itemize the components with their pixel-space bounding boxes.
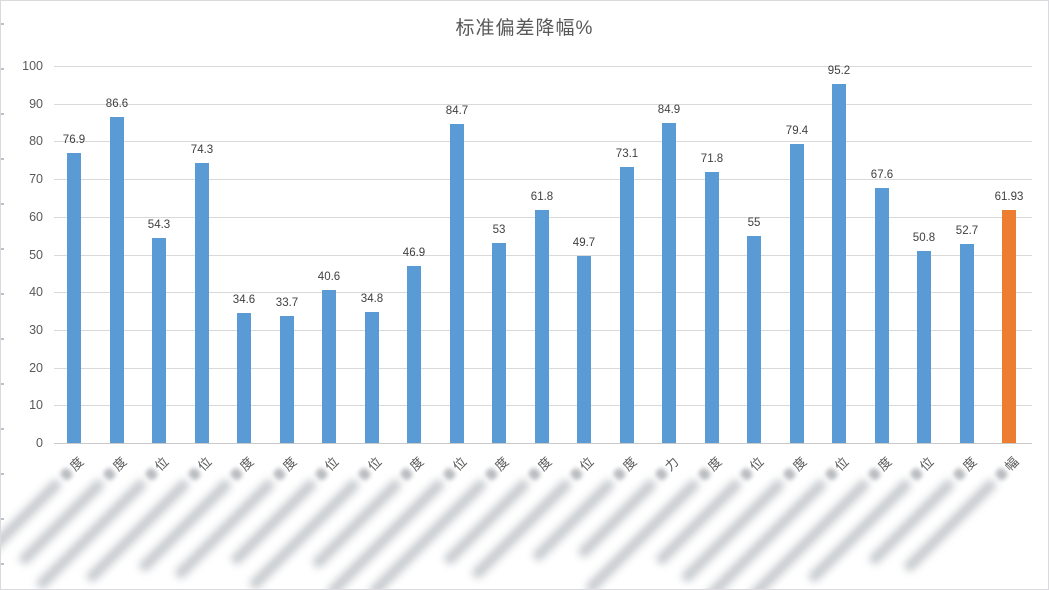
worksheet-row-tick	[1, 428, 4, 430]
bar[interactable]	[322, 290, 336, 443]
bar-value-label: 74.3	[190, 144, 214, 156]
bar-value-label: 71.8	[700, 153, 724, 165]
bar[interactable]	[195, 163, 209, 443]
bar-value-label: 86.6	[105, 98, 129, 110]
worksheet-row-tick	[1, 158, 4, 160]
y-axis-tick-label: 60	[29, 210, 43, 224]
worksheet-row-tick	[1, 293, 4, 295]
bar[interactable]	[705, 172, 719, 443]
bar[interactable]	[662, 123, 676, 443]
bar[interactable]	[67, 153, 81, 443]
worksheet-row-tick	[1, 203, 4, 205]
y-axis-tick-label: 30	[29, 323, 43, 337]
gridline	[54, 104, 1032, 105]
bar[interactable]	[790, 144, 804, 443]
worksheet-row-tick	[1, 518, 4, 520]
bar-value-label: 50.8	[912, 232, 936, 244]
bar[interactable]	[917, 251, 931, 443]
y-axis-tick-label: 100	[22, 59, 43, 73]
bar-value-label: 84.7	[445, 105, 469, 117]
bar[interactable]	[407, 266, 421, 443]
bar[interactable]	[620, 167, 634, 443]
bar[interactable]	[492, 243, 506, 443]
gridline	[54, 179, 1032, 180]
bar[interactable]	[960, 244, 974, 443]
bar-value-label: 54.3	[147, 219, 171, 231]
chart-title: 标准偏差降幅%	[455, 18, 594, 39]
bar[interactable]	[832, 84, 846, 443]
bar-value-label: 76.9	[62, 134, 86, 146]
bar-value-label: 46.9	[402, 247, 426, 259]
bar[interactable]	[577, 256, 591, 443]
bar-value-label: 34.8	[360, 293, 384, 305]
bar-value-label: 73.1	[615, 148, 639, 160]
worksheet-row-tick	[1, 23, 4, 25]
bar-value-label: 40.6	[317, 271, 341, 283]
bar-value-label: 49.7	[572, 237, 596, 249]
bar-value-label: 61.8	[530, 191, 554, 203]
blurred-category-text	[576, 477, 659, 560]
bar[interactable]	[875, 188, 889, 443]
y-axis-tick-label: 40	[29, 285, 43, 299]
worksheet-row-tick	[1, 563, 4, 565]
bar[interactable]	[110, 117, 124, 443]
worksheet-row-tick	[1, 338, 4, 340]
y-axis-tick-label: 0	[36, 436, 43, 450]
y-axis-tick-label: 80	[29, 134, 43, 148]
gridline	[54, 141, 1032, 142]
bar-value-label: 52.7	[955, 225, 979, 237]
bar[interactable]	[747, 236, 761, 443]
bar-value-label: 53	[492, 224, 506, 236]
worksheet-row-tick	[1, 248, 4, 250]
bar-value-label: 95.2	[827, 65, 851, 77]
bar-value-label: 55	[747, 217, 761, 229]
bar[interactable]	[365, 312, 379, 443]
bar-value-label: 79.4	[785, 125, 809, 137]
bar-value-label: 61.93	[994, 191, 1024, 203]
worksheet-row-tick	[1, 383, 4, 385]
bar-value-label: 33.7	[275, 297, 299, 309]
worksheet-row-tick	[1, 113, 4, 115]
bar[interactable]	[152, 238, 166, 443]
bar[interactable]	[1002, 210, 1016, 443]
bar[interactable]	[535, 210, 549, 443]
bar-value-label: 34.6	[232, 294, 256, 306]
gridline	[54, 66, 1032, 67]
bar-value-label: 84.9	[657, 104, 681, 116]
bar-value-label: 67.6	[870, 169, 894, 181]
bar[interactable]	[237, 313, 251, 443]
y-axis-tick-label: 10	[29, 398, 43, 412]
y-axis-tick-label: 20	[29, 361, 43, 375]
worksheet-row-tick	[1, 473, 4, 475]
bar[interactable]	[280, 316, 294, 443]
worksheet-row-tick	[1, 68, 4, 70]
y-axis-tick-label: 90	[29, 97, 43, 111]
bar[interactable]	[450, 124, 464, 443]
y-axis-tick-label: 70	[29, 172, 43, 186]
x-axis-line	[54, 443, 1032, 444]
y-axis-tick-label: 50	[29, 248, 43, 262]
